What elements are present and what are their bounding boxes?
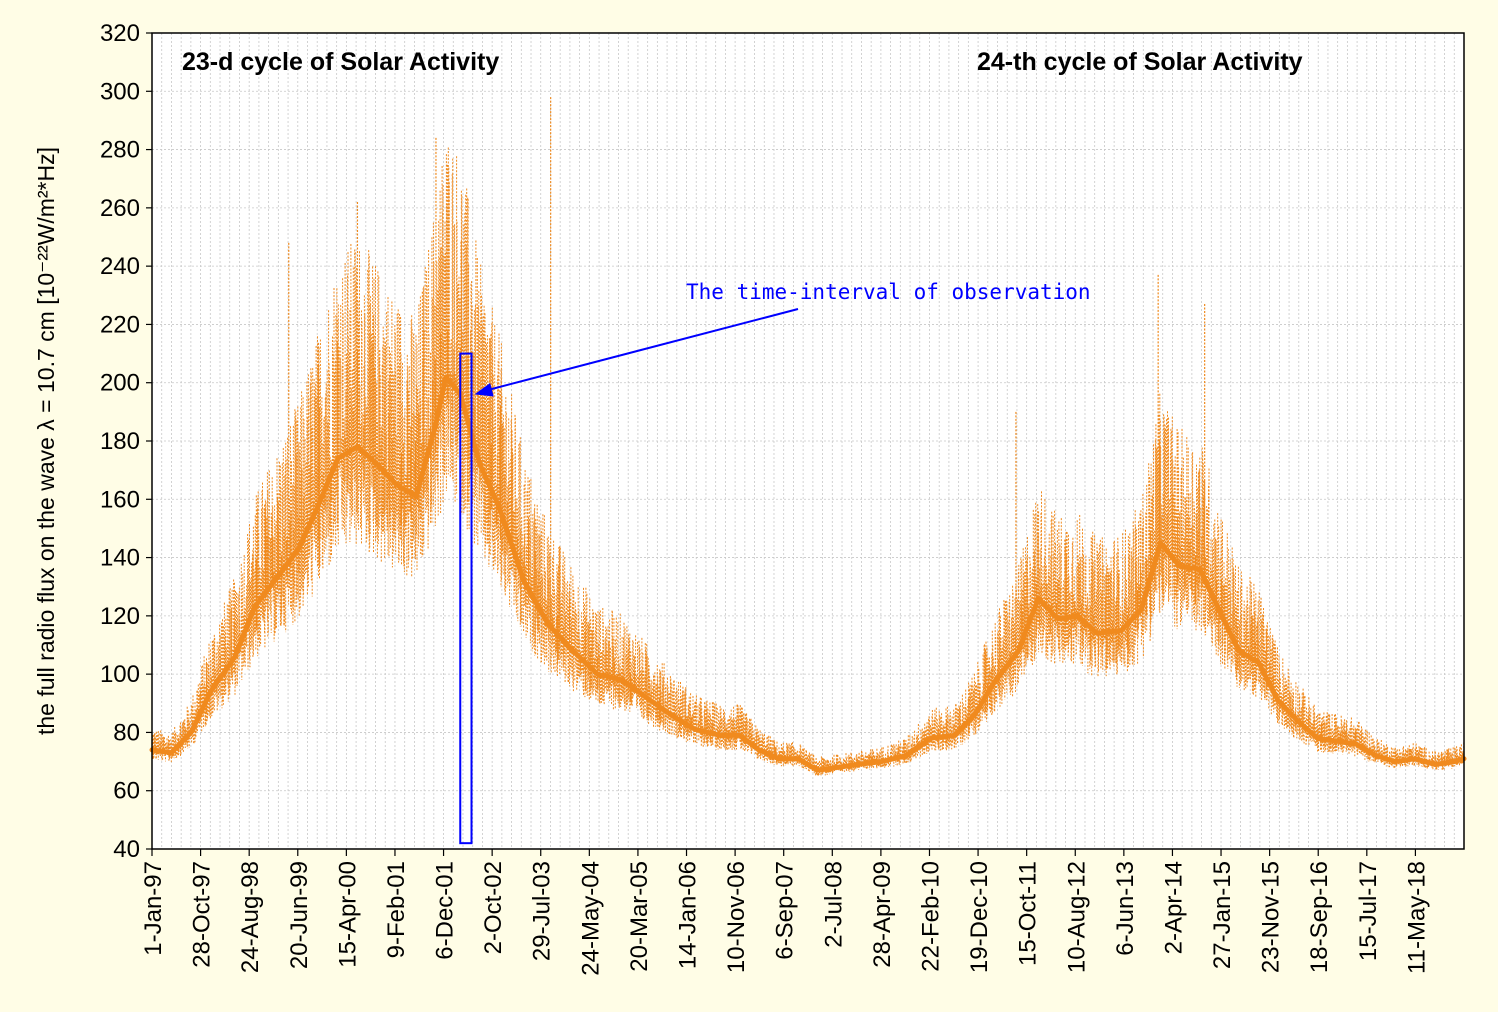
x-tick-label: 10-Nov-06: [723, 861, 750, 973]
x-tick-label: 28-Oct-97: [189, 861, 216, 968]
y-axis-ticks: 40 60 80 100 120 140 160 180 200 220 240 260 280 300 3…: [100, 20, 152, 863]
x-tick-label: 2-Oct-02: [480, 861, 507, 954]
y-tick-label: 320: [100, 20, 140, 47]
cycle-24-label: 24-th cycle of Solar Activity: [977, 48, 1303, 76]
x-tick-label: 28-Apr-09: [869, 861, 896, 968]
x-tick-label: 27-Jan-15: [1209, 861, 1236, 969]
observation-interval-box: [459, 352, 473, 845]
x-tick-label: 9-Feb-01: [383, 861, 410, 958]
x-tick-label: 23-Nov-15: [1258, 861, 1285, 973]
x-tick-label: 1-Jan-97: [140, 861, 167, 956]
x-tick-label: 15-Apr-00: [334, 861, 361, 968]
x-tick-label: 24-May-04: [577, 861, 604, 976]
y-tick-label: 80: [113, 719, 140, 746]
y-tick-label: 140: [100, 545, 140, 572]
y-tick-label: 100: [100, 661, 140, 688]
x-tick-label: 6-Jun-13: [1112, 861, 1139, 956]
x-tick-label: 15-Oct-11: [1015, 861, 1042, 966]
y-tick-label: 240: [100, 253, 140, 280]
x-tick-label: 6-Sep-07: [772, 861, 799, 960]
x-tick-label: 29-Jul-03: [529, 861, 556, 961]
x-tick-label: 22-Feb-10: [917, 861, 944, 972]
annotation-arrow: [486, 308, 799, 392]
y-tick-label: 120: [100, 603, 140, 630]
cycle-23-label: 23-d cycle of Solar Activity: [182, 48, 499, 76]
y-axis-label: the full radio flux on the wave λ = 10.7…: [33, 147, 59, 735]
x-tick-label: 18-Sep-16: [1306, 861, 1333, 973]
y-tick-label: 280: [100, 137, 140, 164]
x-tick-label: 20-Jun-99: [286, 861, 313, 969]
annotation-arrow-head: [474, 383, 494, 397]
x-tick-label: 14-Jan-06: [675, 861, 702, 969]
y-tick-label: 40: [113, 836, 140, 863]
y-tick-label: 200: [100, 370, 140, 397]
x-tick-label: 10-Aug-12: [1063, 861, 1090, 973]
y-tick-label: 220: [100, 311, 140, 338]
y-tick-label: 160: [100, 486, 140, 513]
x-tick-label: 15-Jul-17: [1355, 861, 1382, 961]
x-tick-label: 20-Mar-05: [626, 861, 653, 972]
y-tick-label: 180: [100, 428, 140, 455]
x-tick-label: 24-Aug-98: [237, 861, 264, 973]
observation-interval-label: The time-interval of observation: [686, 280, 1091, 304]
x-tick-label: 19-Dec-10: [966, 861, 993, 973]
x-tick-label: 2-Apr-14: [1160, 861, 1187, 954]
x-tick-label: 11-May-18: [1403, 861, 1430, 974]
smoothed-flux-line: [149, 374, 1467, 773]
x-tick-label: 6-Dec-01: [432, 861, 459, 960]
x-axis-ticks: 1-Jan-97 28-Oct-97 24-Aug-98 20-Jun-99 15-Ap…: [140, 849, 1430, 976]
y-tick-label: 260: [100, 195, 140, 222]
y-tick-label: 60: [113, 778, 140, 805]
y-tick-label: 300: [100, 78, 140, 105]
x-tick-label: 2-Jul-08: [820, 861, 847, 948]
